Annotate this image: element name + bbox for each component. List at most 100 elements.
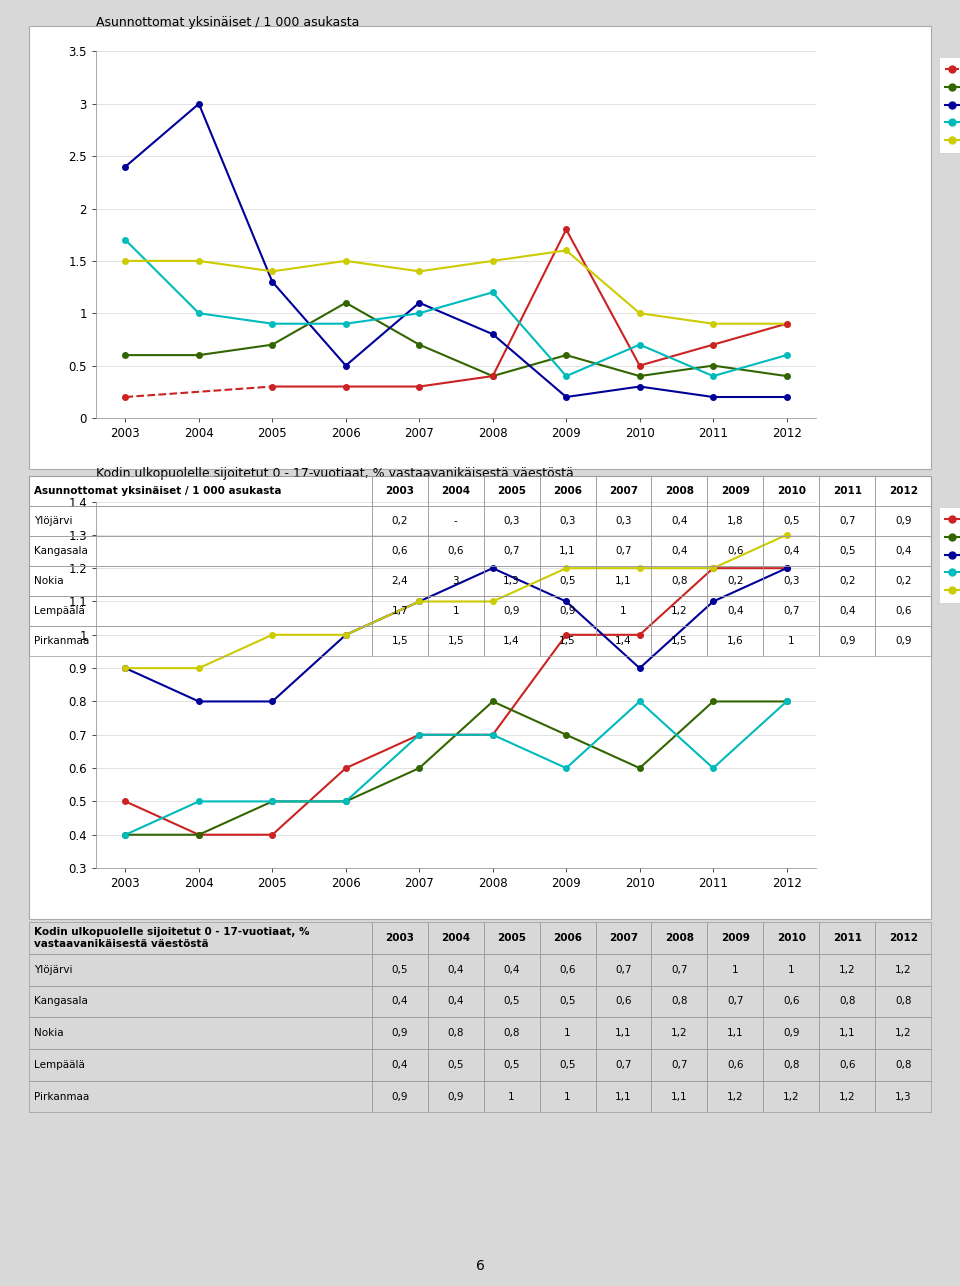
Bar — [427, 476, 484, 505]
Text: 0,5: 0,5 — [839, 545, 855, 556]
Text: 1,4: 1,4 — [503, 635, 520, 646]
Bar — [427, 1080, 484, 1112]
Bar — [540, 536, 595, 566]
Text: 0,8: 0,8 — [839, 997, 855, 1007]
Text: Ylöjärvi: Ylöjärvi — [35, 516, 73, 526]
Bar — [372, 626, 427, 656]
Text: 0,7: 0,7 — [839, 516, 855, 526]
Text: 1,5: 1,5 — [392, 635, 408, 646]
Text: 0,8: 0,8 — [503, 1028, 519, 1038]
Bar — [540, 566, 595, 595]
Bar — [595, 985, 652, 1017]
Text: 0,4: 0,4 — [447, 997, 464, 1007]
Text: 1: 1 — [788, 964, 795, 975]
Bar — [29, 1017, 372, 1049]
Text: 1,4: 1,4 — [615, 635, 632, 646]
Bar — [819, 1080, 876, 1112]
Text: 1,2: 1,2 — [783, 1092, 800, 1102]
Text: 1,3: 1,3 — [503, 576, 520, 586]
Bar — [819, 476, 876, 505]
Text: Nokia: Nokia — [35, 576, 63, 586]
Bar — [819, 1049, 876, 1080]
Text: 0,2: 0,2 — [839, 576, 855, 586]
Bar — [652, 566, 708, 595]
Bar — [427, 1049, 484, 1080]
Text: 1,2: 1,2 — [839, 964, 855, 975]
Text: 0,5: 0,5 — [560, 997, 576, 1007]
Bar — [708, 922, 763, 954]
Bar — [876, 476, 931, 505]
Text: Pirkanmaa: Pirkanmaa — [35, 635, 89, 646]
Text: 0,4: 0,4 — [783, 545, 800, 556]
Bar — [29, 922, 372, 954]
Bar — [484, 505, 540, 536]
Text: Lempäälä: Lempäälä — [35, 606, 85, 616]
Bar — [819, 566, 876, 595]
Bar — [819, 595, 876, 626]
Bar — [763, 1049, 819, 1080]
Text: 1,5: 1,5 — [447, 635, 464, 646]
Bar — [540, 1049, 595, 1080]
Text: 0,9: 0,9 — [895, 516, 911, 526]
Text: Kangasala: Kangasala — [35, 545, 88, 556]
Bar — [29, 985, 372, 1017]
Text: Kangasala: Kangasala — [35, 997, 88, 1007]
Text: 0,3: 0,3 — [783, 576, 800, 586]
Text: 0,6: 0,6 — [560, 964, 576, 975]
Legend: Ylöjärvi, Kangasala, Nokia, Lempäälä, Pirkanmaa: Ylöjärvi, Kangasala, Nokia, Lempäälä, Pi… — [939, 508, 960, 603]
Bar — [763, 985, 819, 1017]
Text: 2008: 2008 — [665, 486, 694, 496]
Bar — [29, 566, 372, 595]
Text: 0,7: 0,7 — [503, 545, 519, 556]
Bar — [372, 954, 427, 985]
Bar — [876, 922, 931, 954]
Bar — [372, 922, 427, 954]
Text: 2006: 2006 — [553, 486, 582, 496]
Text: Kodin ulkopuolelle sijoitetut 0 - 17-vuotiaat, %
vastaavanikäisestä väestöstä: Kodin ulkopuolelle sijoitetut 0 - 17-vuo… — [35, 927, 310, 949]
Bar — [652, 954, 708, 985]
Bar — [763, 505, 819, 536]
Bar — [427, 505, 484, 536]
Bar — [876, 1049, 931, 1080]
Text: 2,4: 2,4 — [392, 576, 408, 586]
Bar — [876, 1080, 931, 1112]
Bar — [484, 626, 540, 656]
Text: 0,5: 0,5 — [447, 1060, 464, 1070]
Bar — [540, 985, 595, 1017]
Bar — [595, 1017, 652, 1049]
Text: 0,6: 0,6 — [895, 606, 911, 616]
Bar — [427, 595, 484, 626]
Bar — [484, 985, 540, 1017]
Text: 2005: 2005 — [497, 932, 526, 943]
Text: 0,8: 0,8 — [895, 997, 911, 1007]
Text: 0,4: 0,4 — [447, 964, 464, 975]
Text: 2009: 2009 — [721, 932, 750, 943]
Bar — [763, 536, 819, 566]
Text: 2007: 2007 — [609, 486, 638, 496]
Bar — [708, 626, 763, 656]
Text: 1: 1 — [564, 1028, 571, 1038]
Text: 0,7: 0,7 — [671, 1060, 687, 1070]
Bar — [876, 536, 931, 566]
Bar — [763, 566, 819, 595]
Text: 0,4: 0,4 — [839, 606, 855, 616]
Text: 0,9: 0,9 — [392, 1028, 408, 1038]
Bar — [427, 1017, 484, 1049]
Text: 1: 1 — [508, 1092, 515, 1102]
Text: 0,4: 0,4 — [392, 997, 408, 1007]
Bar — [876, 985, 931, 1017]
Bar — [427, 626, 484, 656]
Bar — [708, 1017, 763, 1049]
Text: 0,4: 0,4 — [503, 964, 519, 975]
Text: 1,2: 1,2 — [895, 964, 912, 975]
Text: -: - — [454, 516, 458, 526]
Bar — [708, 1049, 763, 1080]
Bar — [763, 1080, 819, 1112]
Bar — [484, 954, 540, 985]
Text: 0,4: 0,4 — [895, 545, 911, 556]
Text: 0,7: 0,7 — [727, 997, 744, 1007]
Text: 0,8: 0,8 — [895, 1060, 911, 1070]
Text: 0,2: 0,2 — [727, 576, 744, 586]
Text: Lempäälä: Lempäälä — [35, 1060, 85, 1070]
Bar — [484, 1017, 540, 1049]
